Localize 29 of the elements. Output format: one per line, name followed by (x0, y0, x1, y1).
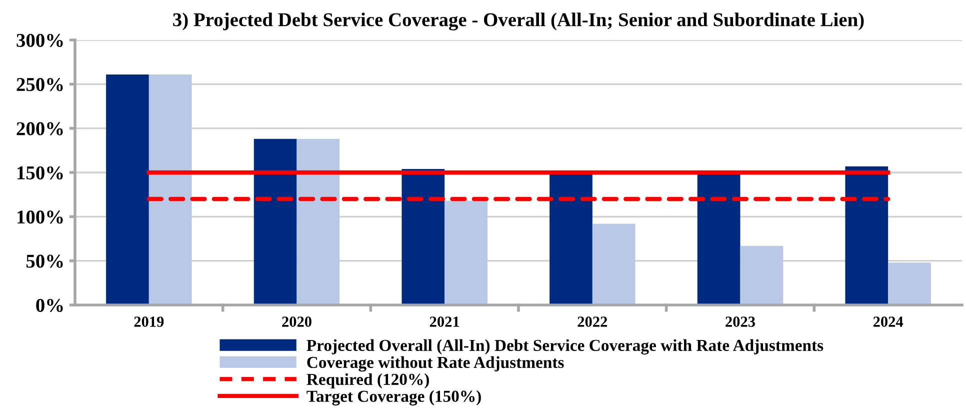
x-tick-label: 2022 (578, 316, 608, 327)
legend-label: Required (120%) (306, 373, 429, 388)
legend-label: Projected Overall (All-In) Debt Service Coverage with Rate Adjustments (306, 339, 824, 355)
y-tick-label: 300% (16, 34, 63, 47)
bar (296, 138, 340, 305)
bar (845, 166, 888, 305)
bar (888, 262, 931, 305)
bar (402, 168, 445, 305)
bar (444, 200, 488, 305)
legend-label: Coverage without Rate Adjustments (307, 356, 564, 372)
x-tick-label: 2021 (430, 316, 460, 327)
bar (106, 74, 149, 305)
y-tick-label: 250% (16, 78, 63, 92)
x-tick-label: 2019 (134, 316, 164, 327)
x-tick-label: 2023 (726, 316, 756, 327)
bar (254, 138, 297, 305)
x-tick-label: 2024 (873, 316, 904, 327)
y-tick-label: 50% (26, 254, 63, 268)
legend-label: Target Coverage (150%) (306, 390, 481, 406)
bar (592, 224, 636, 305)
y-tick-label: 150% (18, 166, 63, 180)
y-tick-label: 0% (36, 298, 63, 312)
bar (740, 246, 784, 305)
x-tick-label: 2020 (282, 316, 312, 327)
y-tick-label: 100% (18, 210, 63, 224)
chart-title: 3) Projected Debt Service Coverage - Overall (All-In; Senior and Subordinate Lien) (173, 12, 864, 30)
y-tick-label: 200% (16, 122, 63, 136)
bar (148, 74, 192, 305)
bar (697, 172, 740, 305)
